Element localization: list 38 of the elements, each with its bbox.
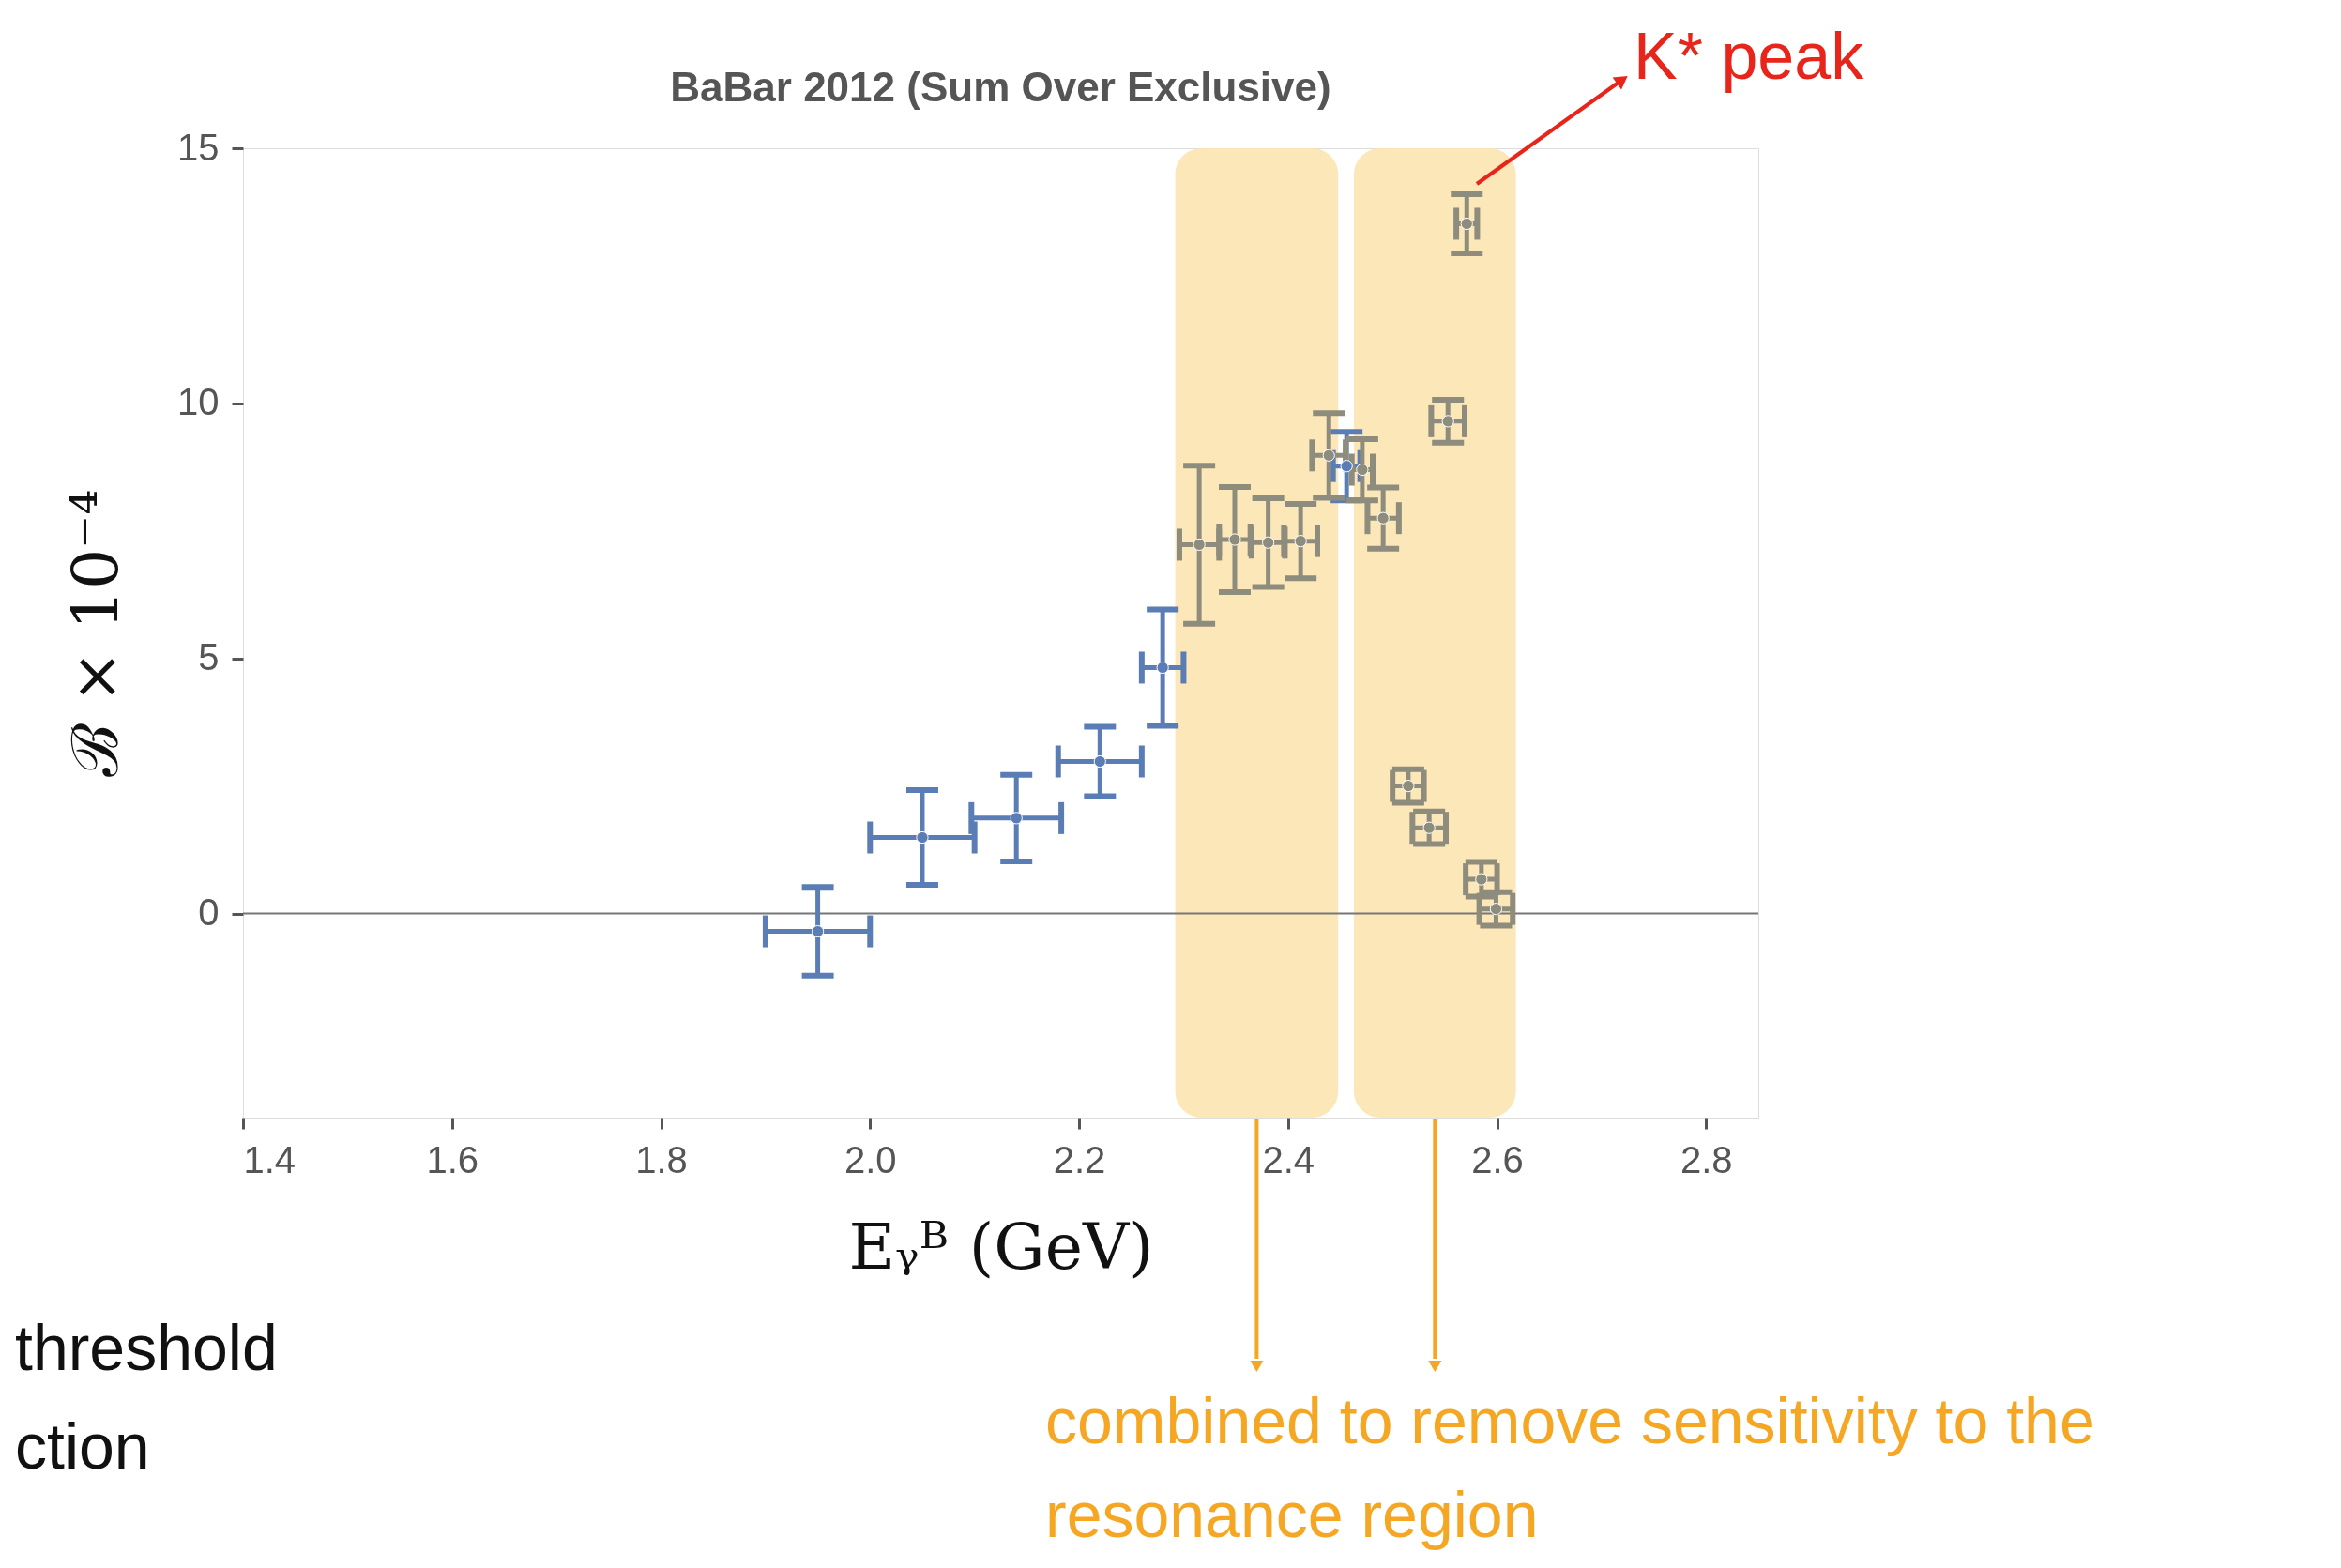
point: [1340, 460, 1353, 473]
point: [1402, 779, 1415, 793]
text: combined to remove sensitivity to the resonance region: [1045, 1385, 2095, 1550]
y-tick-label: 5: [198, 636, 220, 678]
point: [1262, 536, 1275, 549]
x-tick-label: 1.6: [426, 1138, 479, 1180]
x-tick-label: 1.8: [635, 1138, 688, 1180]
point: [1228, 533, 1241, 546]
point: [1356, 463, 1369, 477]
point: [916, 830, 929, 845]
x-tick-label: 2.4: [1262, 1138, 1315, 1180]
x-tick-label: 1.4: [243, 1138, 296, 1180]
point: [1156, 661, 1169, 675]
point: [1322, 449, 1335, 462]
chart-title: BaBar 2012 (Sum Over Exclusive): [670, 64, 1331, 110]
text: ction: [15, 1410, 150, 1482]
y-tick-label: 15: [177, 126, 220, 168]
x-tick-label: 2.8: [1680, 1138, 1733, 1180]
text: K* peak: [1634, 20, 1865, 93]
point: [1193, 538, 1206, 552]
x-tick-label: 2.6: [1471, 1138, 1524, 1180]
point: [1093, 754, 1106, 769]
point: [1475, 873, 1488, 886]
y-tick-label: 10: [177, 381, 220, 423]
x-tick-label: 2.2: [1053, 1138, 1106, 1180]
text: threshold: [15, 1312, 278, 1383]
x-axis-title: Eᵧᴮ (GeV): [848, 1209, 1154, 1284]
point: [1422, 821, 1436, 834]
point: [1294, 535, 1307, 548]
point: [1460, 217, 1473, 231]
point: [1489, 903, 1503, 916]
point: [1376, 511, 1390, 525]
x-tick-label: 2.0: [844, 1138, 897, 1180]
point: [1441, 415, 1454, 428]
point: [811, 924, 825, 938]
y-axis-title: ℬ × 10⁻⁴: [58, 489, 133, 778]
y-tick-label: 0: [198, 891, 220, 934]
point: [1010, 812, 1023, 825]
